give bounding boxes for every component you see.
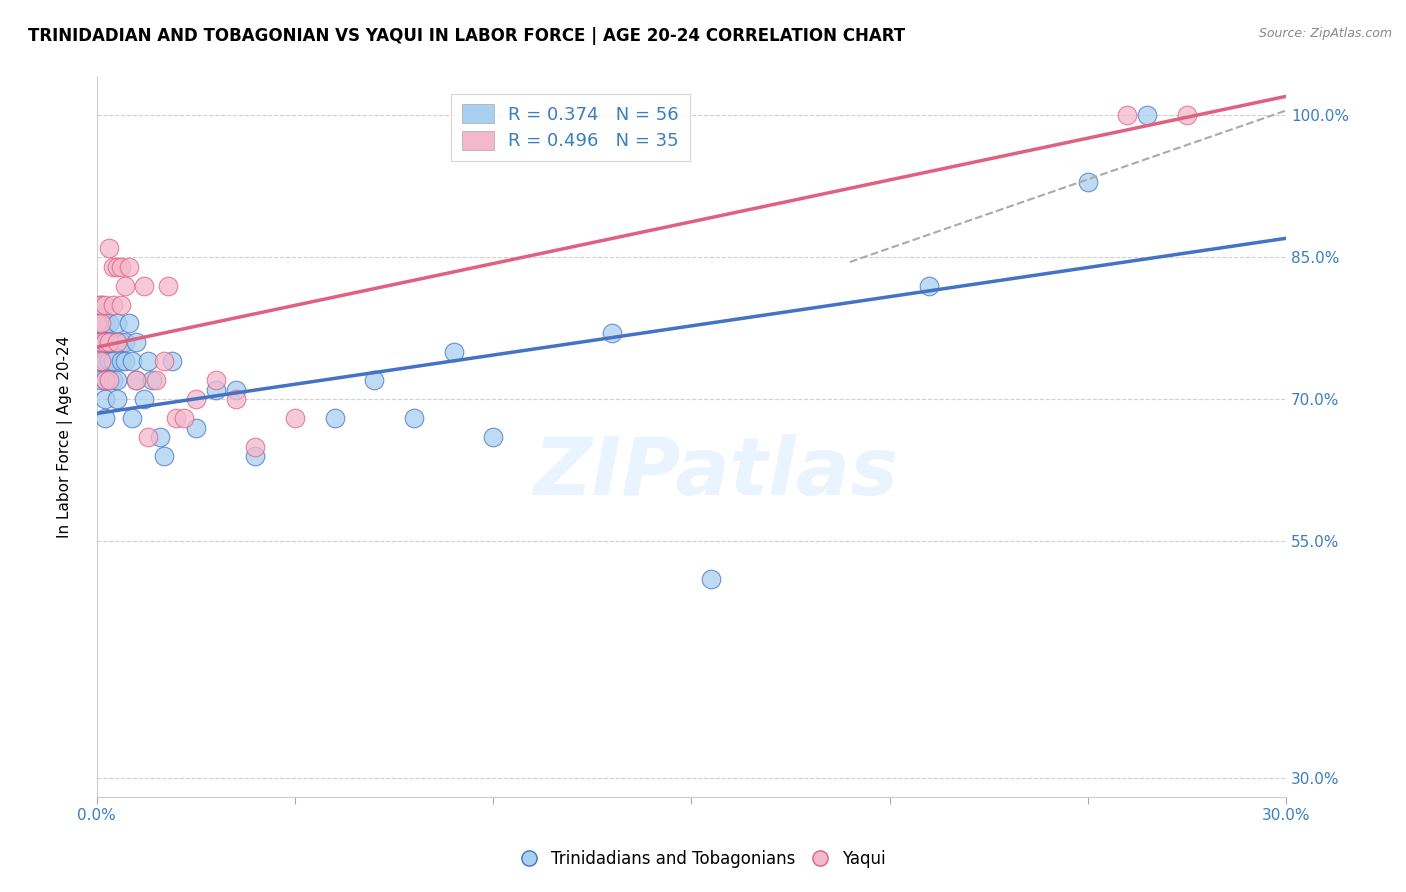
Point xyxy=(402,411,425,425)
Point xyxy=(105,335,128,350)
Point xyxy=(110,297,132,311)
Point xyxy=(323,411,346,425)
Point xyxy=(114,335,136,350)
Point xyxy=(245,449,267,463)
Point xyxy=(136,430,159,444)
Point xyxy=(101,297,124,311)
Point xyxy=(90,354,112,368)
Point xyxy=(204,383,226,397)
Point xyxy=(157,278,180,293)
Point xyxy=(105,260,128,274)
Point xyxy=(204,373,226,387)
Point xyxy=(125,335,148,350)
Point xyxy=(86,354,108,368)
Point xyxy=(136,354,159,368)
Text: Source: ZipAtlas.com: Source: ZipAtlas.com xyxy=(1258,27,1392,40)
Point xyxy=(93,392,115,407)
Legend: R = 0.374   N = 56, R = 0.496   N = 35: R = 0.374 N = 56, R = 0.496 N = 35 xyxy=(451,94,690,161)
Point xyxy=(173,411,195,425)
Point xyxy=(97,335,120,350)
Point xyxy=(141,373,163,387)
Point xyxy=(97,241,120,255)
Point xyxy=(284,411,307,425)
Point xyxy=(114,278,136,293)
Point xyxy=(90,335,112,350)
Point xyxy=(86,317,108,331)
Point xyxy=(600,326,623,340)
Point xyxy=(93,335,115,350)
Point xyxy=(90,297,112,311)
Point xyxy=(145,373,167,387)
Point xyxy=(114,354,136,368)
Point xyxy=(149,430,172,444)
Point xyxy=(125,373,148,387)
Point xyxy=(700,572,723,586)
Point xyxy=(105,373,128,387)
Point xyxy=(90,344,112,359)
Point xyxy=(125,373,148,387)
Point xyxy=(86,335,108,350)
Point xyxy=(153,354,176,368)
Point xyxy=(93,373,115,387)
Point xyxy=(101,354,124,368)
Point xyxy=(97,317,120,331)
Point xyxy=(93,317,115,331)
Point xyxy=(90,297,112,311)
Point xyxy=(1175,108,1198,122)
Point xyxy=(160,354,183,368)
Point xyxy=(97,373,120,387)
Point xyxy=(110,354,132,368)
Point xyxy=(93,335,115,350)
Point xyxy=(165,411,187,425)
Point xyxy=(110,260,132,274)
Point xyxy=(110,335,132,350)
Point xyxy=(134,278,156,293)
Y-axis label: In Labor Force | Age 20-24: In Labor Force | Age 20-24 xyxy=(58,336,73,538)
Point xyxy=(245,440,267,454)
Point xyxy=(117,260,139,274)
Point xyxy=(90,354,112,368)
Point xyxy=(97,335,120,350)
Point xyxy=(90,373,112,387)
Legend: Trinidadians and Tobagonians, Yaqui: Trinidadians and Tobagonians, Yaqui xyxy=(515,844,891,875)
Point xyxy=(105,335,128,350)
Point xyxy=(225,392,247,407)
Point xyxy=(105,392,128,407)
Point xyxy=(184,420,207,434)
Point xyxy=(93,335,115,350)
Point xyxy=(86,297,108,311)
Point xyxy=(1077,175,1099,189)
Point xyxy=(105,317,128,331)
Point xyxy=(153,449,176,463)
Point xyxy=(225,383,247,397)
Point xyxy=(121,354,143,368)
Point xyxy=(101,260,124,274)
Point xyxy=(90,317,112,331)
Point xyxy=(90,317,112,331)
Point xyxy=(101,335,124,350)
Point xyxy=(93,411,115,425)
Point xyxy=(117,317,139,331)
Text: TRINIDADIAN AND TOBAGONIAN VS YAQUI IN LABOR FORCE | AGE 20-24 CORRELATION CHART: TRINIDADIAN AND TOBAGONIAN VS YAQUI IN L… xyxy=(28,27,905,45)
Point xyxy=(86,335,108,350)
Point xyxy=(1116,108,1139,122)
Point xyxy=(97,354,120,368)
Point xyxy=(482,430,505,444)
Point xyxy=(443,344,465,359)
Point xyxy=(134,392,156,407)
Text: ZIPatlas: ZIPatlas xyxy=(533,434,897,512)
Point xyxy=(184,392,207,407)
Point xyxy=(93,354,115,368)
Point xyxy=(101,373,124,387)
Point xyxy=(97,373,120,387)
Point xyxy=(1136,108,1159,122)
Point xyxy=(90,335,112,350)
Point xyxy=(93,373,115,387)
Point xyxy=(121,411,143,425)
Point xyxy=(918,278,941,293)
Point xyxy=(363,373,385,387)
Point xyxy=(93,297,115,311)
